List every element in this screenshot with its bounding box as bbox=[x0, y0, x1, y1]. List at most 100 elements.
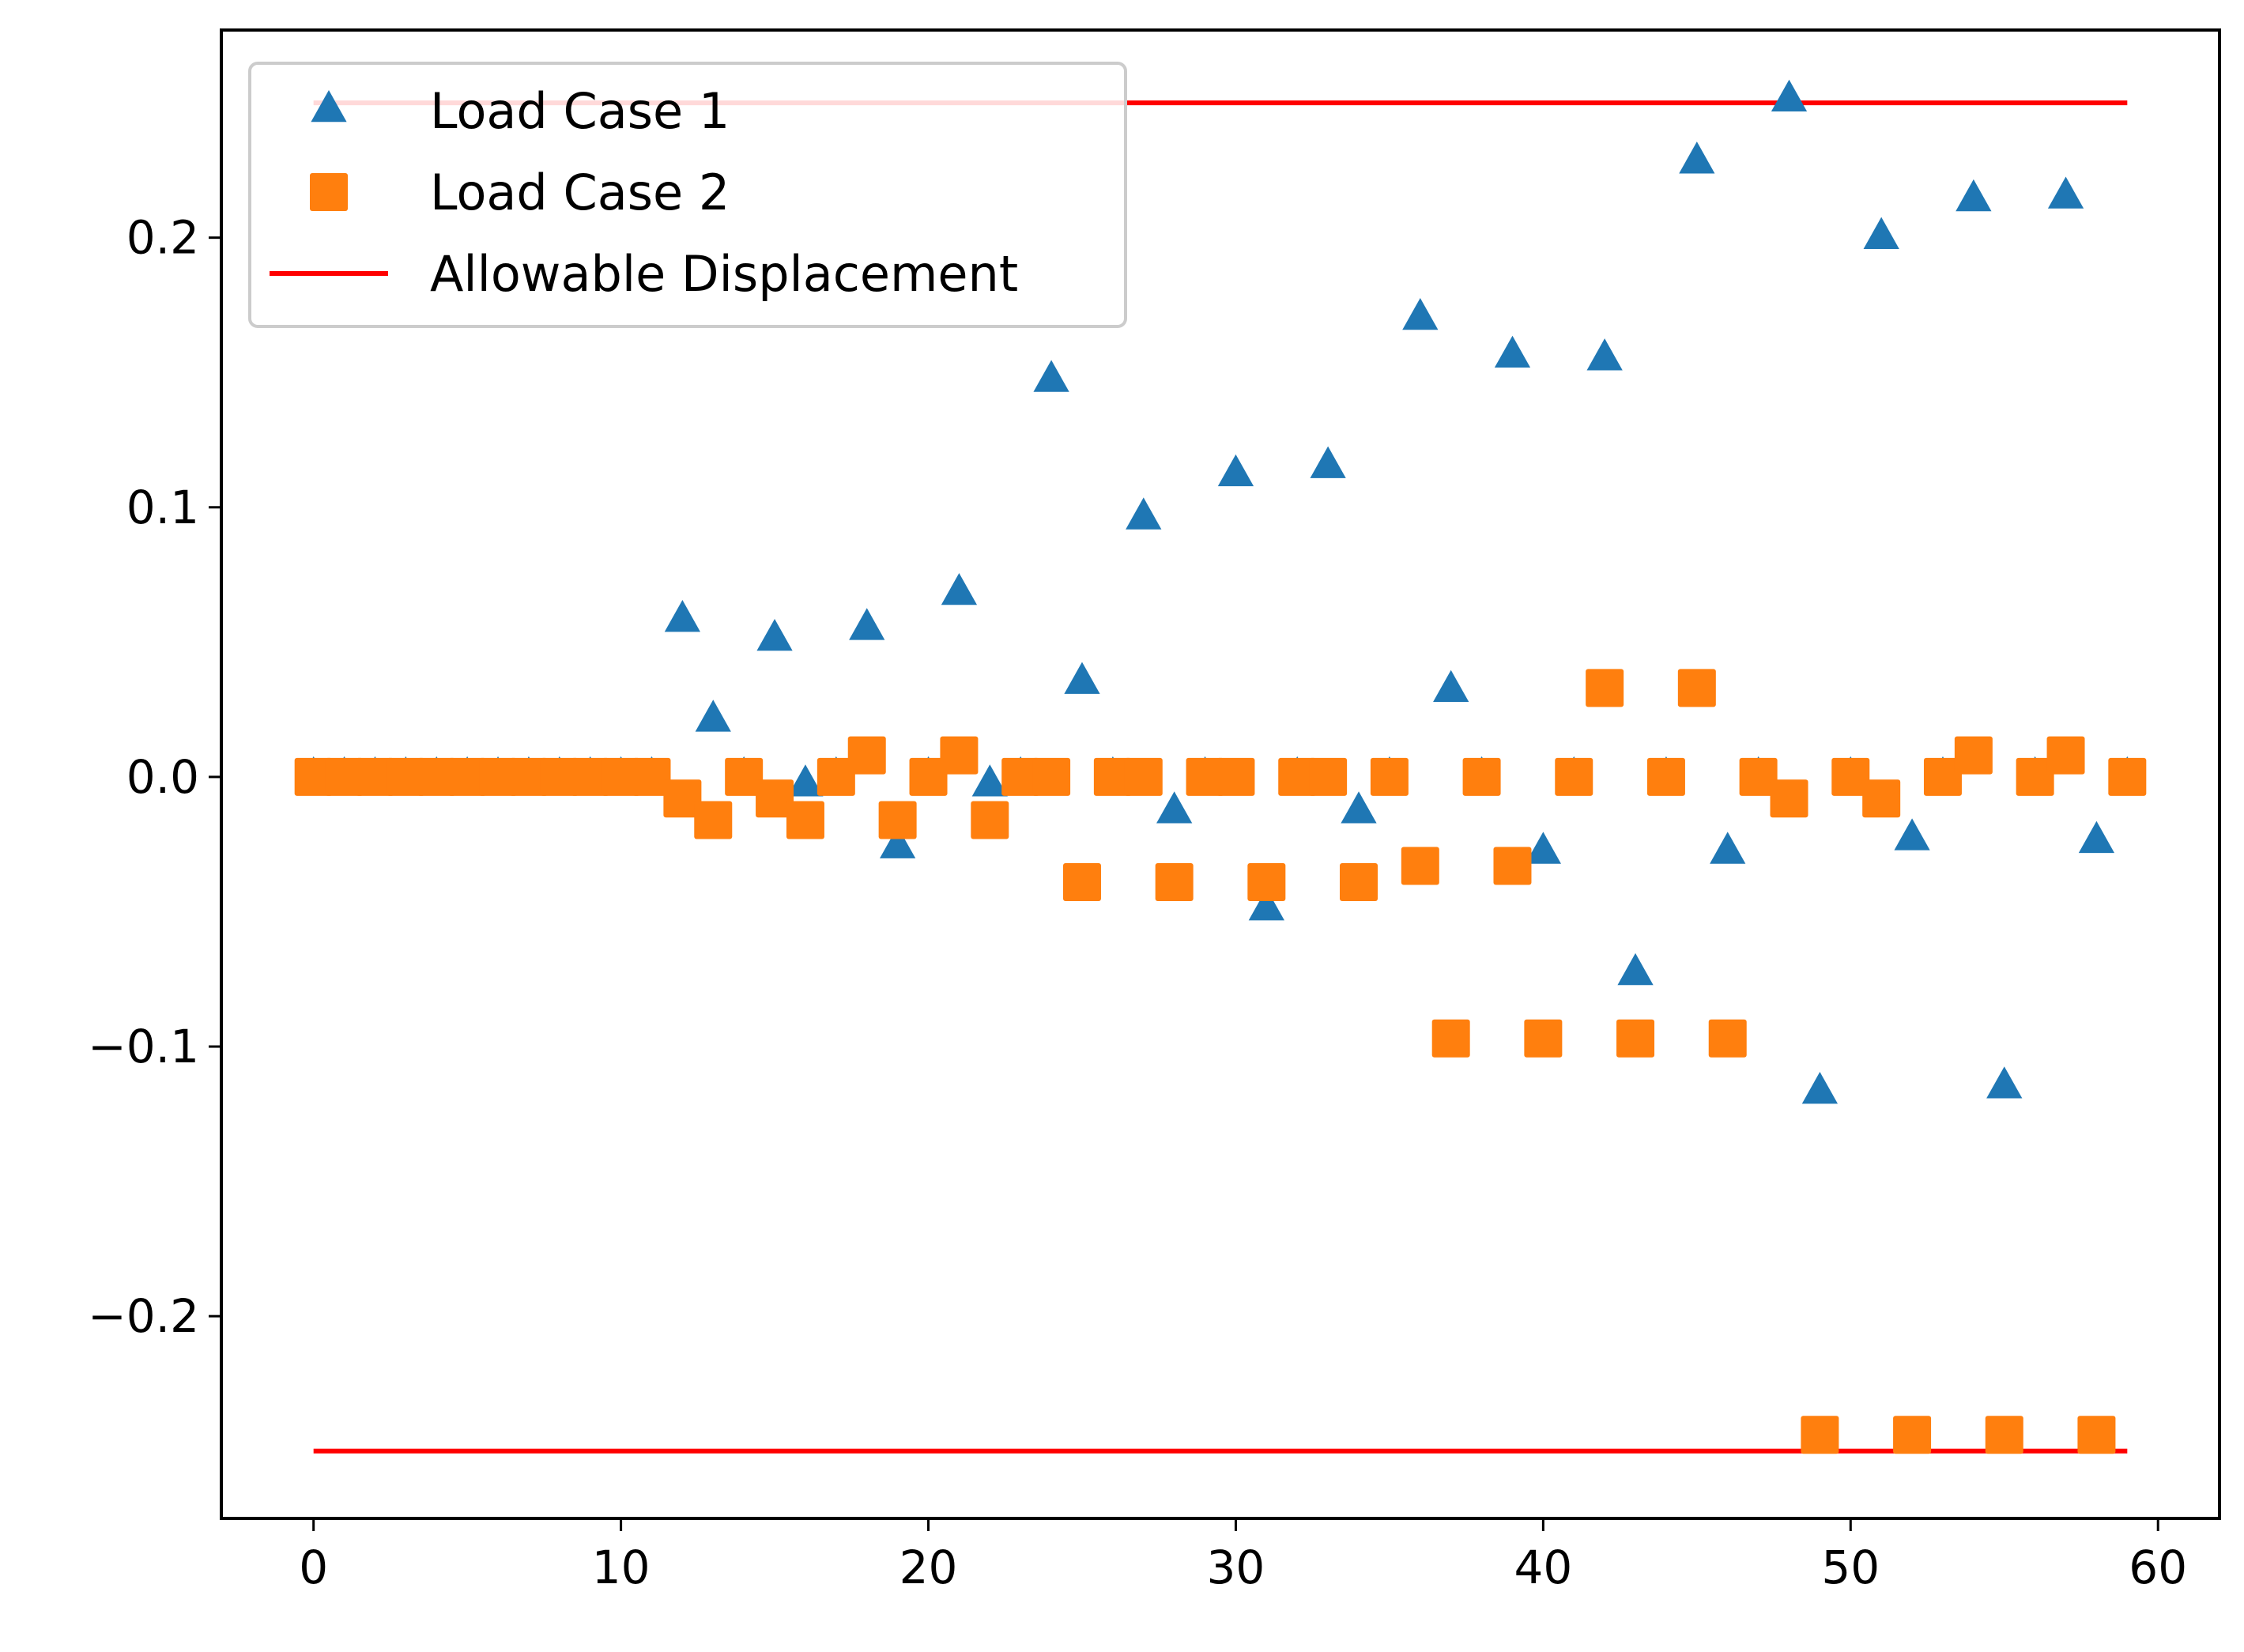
load-case-2-point bbox=[387, 757, 425, 796]
plot-marks bbox=[294, 79, 2147, 1454]
load-case-2-point bbox=[2077, 1416, 2116, 1454]
x-tick-label: 60 bbox=[2129, 1541, 2187, 1594]
load-case-1-point bbox=[971, 764, 1008, 797]
load-case-1-point bbox=[1801, 1072, 1839, 1104]
load-case-2-point bbox=[1831, 757, 1870, 796]
load-case-1-point bbox=[1494, 335, 1531, 368]
load-case-2-point bbox=[2108, 757, 2147, 796]
load-case-2-point bbox=[1555, 757, 1593, 796]
load-case-1-point bbox=[880, 826, 916, 858]
load-case-1-point bbox=[2078, 820, 2115, 854]
load-case-1-point bbox=[787, 764, 824, 797]
load-case-2-point bbox=[1954, 736, 1993, 775]
load-case-2-point bbox=[325, 757, 364, 796]
load-case-1-point bbox=[1341, 791, 1377, 824]
load-case-1-point bbox=[1586, 338, 1623, 371]
load-case-2-point bbox=[1124, 757, 1163, 796]
load-case-1-point bbox=[664, 600, 701, 632]
load-case-2-point bbox=[971, 801, 1009, 839]
load-case-2-point bbox=[1524, 1019, 1563, 1058]
load-case-2-point bbox=[1801, 1416, 1839, 1454]
load-case-2-point bbox=[1340, 862, 1378, 901]
load-case-2-point bbox=[1247, 862, 1286, 901]
load-case-2-point bbox=[632, 757, 671, 796]
load-case-2-point bbox=[1216, 757, 1255, 796]
load-case-2-point bbox=[1493, 847, 1532, 885]
load-case-2-point bbox=[1770, 779, 1808, 818]
load-case-2-point bbox=[2046, 736, 2085, 775]
load-case-1-point bbox=[695, 700, 731, 732]
x-tick-label: 50 bbox=[1821, 1541, 1880, 1594]
load-case-2-point bbox=[878, 801, 917, 839]
load-case-2-point bbox=[294, 757, 333, 796]
load-case-2-point bbox=[1677, 669, 1716, 707]
load-case-2-point bbox=[448, 757, 487, 796]
load-case-2-point bbox=[1401, 847, 1439, 885]
load-case-1-point bbox=[1617, 952, 1654, 986]
load-case-1-point bbox=[1771, 79, 1808, 111]
load-case-1-point bbox=[1710, 832, 1746, 864]
load-case-2-point bbox=[540, 757, 579, 796]
load-case-2-point bbox=[1708, 1019, 1747, 1058]
load-case-1-point bbox=[1525, 832, 1561, 864]
legend-marker-load-case-2 bbox=[310, 173, 348, 211]
load-case-2-point bbox=[786, 801, 824, 839]
load-case-2-point bbox=[1001, 757, 1040, 796]
load-case-2-point bbox=[847, 736, 886, 775]
load-case-1-point bbox=[1894, 818, 1930, 851]
load-case-1-point bbox=[1217, 454, 1254, 487]
load-case-2-point bbox=[1155, 862, 1194, 901]
load-case-2-point bbox=[909, 757, 948, 796]
x-tick-label: 0 bbox=[299, 1541, 328, 1594]
load-case-2-point bbox=[2016, 757, 2054, 796]
load-case-2-point bbox=[571, 757, 609, 796]
load-case-1-point bbox=[1126, 497, 1162, 530]
load-case-1-point bbox=[941, 572, 978, 605]
load-case-2-point bbox=[1646, 757, 1685, 796]
y-tick-label: −0.1 bbox=[88, 1020, 199, 1073]
axis-ticks: 0 10 20 30 40 50 60 −0.2 −0.1 0.0 0.1 0.2 bbox=[88, 211, 2187, 1594]
load-case-2-point bbox=[1370, 757, 1409, 796]
load-case-1-point bbox=[1679, 141, 1715, 174]
load-case-2-point bbox=[817, 757, 855, 796]
load-case-2-point bbox=[417, 757, 456, 796]
load-case-1-point bbox=[1064, 662, 1100, 694]
load-case-2-point bbox=[1985, 1416, 2023, 1454]
load-case-2-point bbox=[1062, 862, 1101, 901]
y-tick-label: 0.0 bbox=[126, 750, 199, 804]
load-case-2-point bbox=[663, 779, 702, 818]
load-case-2-point bbox=[1278, 757, 1317, 796]
load-case-2-point bbox=[725, 757, 764, 796]
load-case-1-point bbox=[1310, 446, 1346, 478]
y-tick-label: 0.2 bbox=[126, 211, 199, 265]
legend-label-load-case-2: Load Case 2 bbox=[430, 164, 730, 221]
load-case-2-point bbox=[1462, 757, 1501, 796]
legend-label-load-case-1: Load Case 1 bbox=[430, 82, 730, 140]
load-case-1-point bbox=[1433, 669, 1469, 703]
load-case-2-point bbox=[1309, 757, 1348, 796]
axes-frame bbox=[220, 28, 2221, 1520]
legend-box bbox=[248, 62, 1127, 328]
load-case-1-point bbox=[1248, 888, 1284, 921]
load-case-2-point bbox=[694, 801, 733, 839]
load-case-2-point bbox=[940, 736, 979, 775]
load-case-2-point bbox=[479, 757, 518, 796]
y-tick-label: −0.2 bbox=[88, 1289, 199, 1343]
load-case-2-point bbox=[1186, 757, 1224, 796]
y-tick-label: 0.1 bbox=[126, 481, 199, 534]
load-case-2-point bbox=[509, 757, 548, 796]
x-tick-label: 30 bbox=[1207, 1541, 1265, 1594]
load-case-2-point bbox=[1586, 669, 1624, 707]
load-case-2-point bbox=[1923, 757, 1962, 796]
legend: Load Case 1 Load Case 2 Allowable Displace… bbox=[248, 62, 1127, 328]
load-case-2-point bbox=[1862, 779, 1901, 818]
legend-label-allowable-displacement: Allowable Displacement bbox=[430, 245, 1018, 303]
load-case-2-point bbox=[1093, 757, 1132, 796]
load-case-1-point bbox=[1986, 1066, 2023, 1099]
load-case-1-point bbox=[756, 618, 793, 651]
load-case-2-point bbox=[756, 779, 794, 818]
x-tick-label: 40 bbox=[1514, 1541, 1572, 1594]
x-tick-label: 10 bbox=[592, 1541, 651, 1594]
load-case-1-point bbox=[1863, 217, 1899, 249]
